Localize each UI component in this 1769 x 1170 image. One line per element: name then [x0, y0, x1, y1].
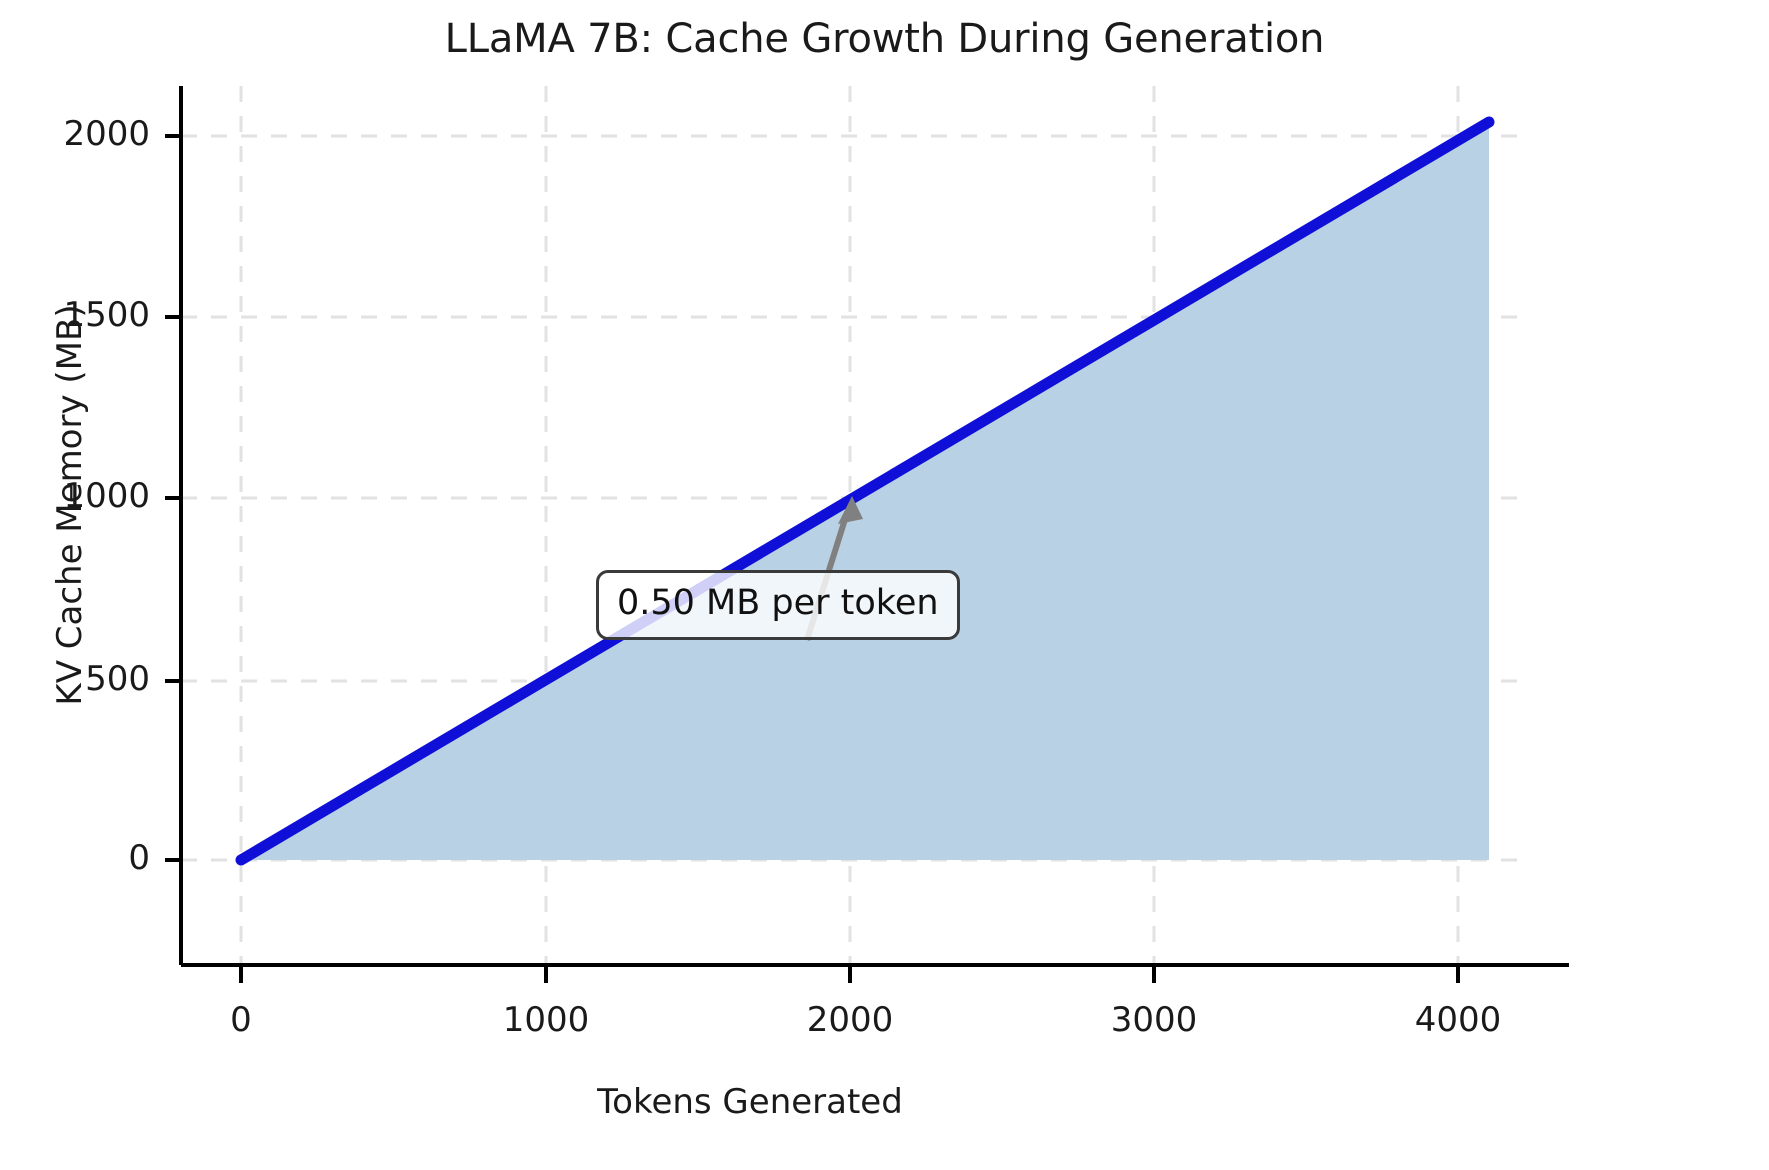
x-tick-label-2000: 2000	[806, 1000, 894, 1040]
y-tick-label-1500: 1500	[63, 295, 150, 335]
annotation-rate-label: 0.50 MB per token	[596, 570, 960, 640]
x-axis-ticks	[239, 965, 1460, 983]
y-tick-label-1000: 1000	[63, 476, 150, 516]
y-tick-label-0: 0	[128, 838, 150, 878]
x-axis-label: Tokens Generated	[597, 1082, 903, 1122]
y-axis-label: KV Cache Memory (MB)	[50, 304, 90, 706]
x-tick-label-1000: 1000	[502, 1000, 590, 1040]
x-tick-label-0: 0	[230, 1000, 252, 1040]
x-tick-label-3000: 3000	[1110, 1000, 1198, 1040]
data-line	[235, 116, 1495, 866]
y-tick-label-2000: 2000	[63, 114, 150, 154]
y-tick-label-500: 500	[85, 659, 150, 699]
y-axis-ticks	[165, 134, 181, 862]
x-tick-label-4000: 4000	[1414, 1000, 1502, 1040]
chart-title: LLaMA 7B: Cache Growth During Generation	[444, 16, 1325, 62]
